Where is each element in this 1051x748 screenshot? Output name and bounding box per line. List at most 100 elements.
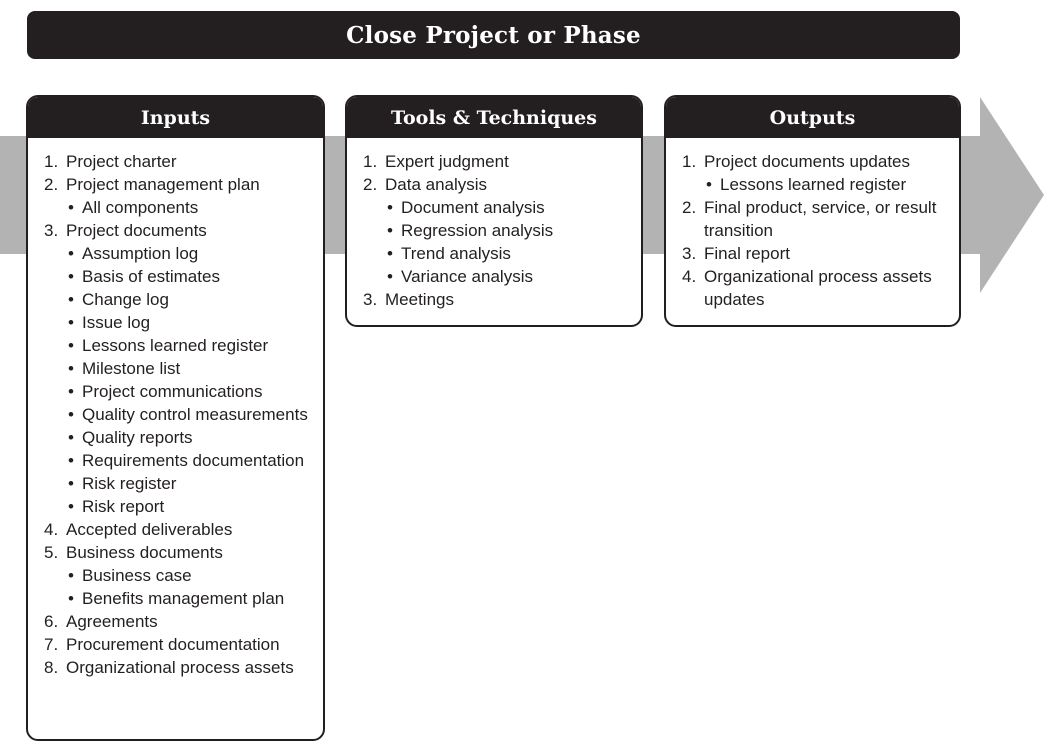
list-item-number: 6. <box>44 612 59 631</box>
bullet-icon: • <box>387 244 393 263</box>
inputs-panel-title: Inputs <box>140 106 211 129</box>
sub-list-item: • Requirements documentation <box>44 449 315 472</box>
list-item-number: 7. <box>44 635 59 654</box>
list-item-text: Accepted deliverables <box>66 520 233 539</box>
list-item-text: Meetings <box>385 290 454 309</box>
sub-list-item: • Lessons learned register <box>44 334 315 357</box>
list-item-number: 2. <box>44 175 59 194</box>
list-item-number: 3. <box>363 290 378 309</box>
outputs-list: 1. Project documents updates • Lessons lear… <box>666 138 959 319</box>
sub-list-item: • Regression analysis <box>363 219 633 242</box>
list-item-text: Agreements <box>66 612 158 631</box>
sub-list-item: • Risk report <box>44 495 315 518</box>
sub-list-item-text: Change log <box>82 290 169 309</box>
sub-list-item-text: Risk report <box>82 497 165 516</box>
sub-list-item: • Benefits management plan <box>44 587 315 610</box>
sub-list-item: • Lessons learned register <box>682 173 951 196</box>
bullet-icon: • <box>68 359 74 378</box>
tools-techniques-panel-header: Tools & Techniques <box>347 97 641 138</box>
list-item-number: 4. <box>682 267 697 286</box>
list-item-text: Procurement documentation <box>66 635 280 654</box>
bullet-icon: • <box>68 566 74 585</box>
list-item-text: Final product, service, or result transi… <box>704 198 937 240</box>
sub-list-item: • Project communications <box>44 380 315 403</box>
sub-list-item-text: Requirements documentation <box>82 451 305 470</box>
list-item-text: Organizational process assets <box>66 658 294 677</box>
list-item-number: 4. <box>44 520 59 539</box>
list-item-text: Project management plan <box>66 175 260 194</box>
sub-list-item-text: Benefits management plan <box>82 589 285 608</box>
sub-list-item: • Quality reports <box>44 426 315 449</box>
sub-list-item: • Milestone list <box>44 357 315 380</box>
sub-list-item: • Variance analysis <box>363 265 633 288</box>
title-bar: Close Project or Phase <box>27 11 960 59</box>
list-item-text: Organizational process assets updates <box>704 267 932 309</box>
list-item: 4. Organizational process assets updates <box>682 265 951 311</box>
list-item-number: 3. <box>682 244 697 263</box>
list-item-number: 2. <box>363 175 378 194</box>
list-item-number: 8. <box>44 658 59 677</box>
outputs-panel: Outputs 1. Project documents updates • Less… <box>664 95 961 327</box>
sub-list-item-text: Basis of estimates <box>82 267 220 286</box>
sub-list-item: • Quality control measurements <box>44 403 315 426</box>
list-item-text: Data analysis <box>385 175 488 194</box>
sub-list-item-text: Lessons learned register <box>82 336 269 355</box>
sub-list-item-text: Issue log <box>82 313 151 332</box>
bullet-icon: • <box>68 451 74 470</box>
bullet-icon: • <box>68 405 74 424</box>
sub-list-item: • Change log <box>44 288 315 311</box>
inputs-panel: Inputs 1. Project charter 2. Project manage… <box>26 95 325 741</box>
tools-techniques-panel: Tools & Techniques 1. Expert judgment 2. Da… <box>345 95 643 327</box>
page-title: Close Project or Phase <box>346 21 641 49</box>
sub-list-item-text: Risk register <box>82 474 177 493</box>
bullet-icon: • <box>68 267 74 286</box>
sub-list-item: • Risk register <box>44 472 315 495</box>
list-item-number: 5. <box>44 543 59 562</box>
list-item-number: 1. <box>363 152 378 171</box>
sub-list-item-text: Business case <box>82 566 192 585</box>
bullet-icon: • <box>68 497 74 516</box>
sub-list-item-text: Milestone list <box>82 359 181 378</box>
list-item-text: Expert judgment <box>385 152 509 171</box>
list-item: 1. Project charter <box>44 150 315 173</box>
sub-list-item: • Trend analysis <box>363 242 633 265</box>
list-item: 4. Accepted deliverables <box>44 518 315 541</box>
list-item-text: Project documents updates <box>704 152 911 171</box>
list-item: 7. Procurement documentation <box>44 633 315 656</box>
sub-list-item: • Business case <box>44 564 315 587</box>
outputs-panel-header: Outputs <box>666 97 959 138</box>
list-item: 3. Final report <box>682 242 951 265</box>
list-item: 2. Project management plan <box>44 173 315 196</box>
sub-list-item: • Assumption log <box>44 242 315 265</box>
bullet-icon: • <box>68 336 74 355</box>
bullet-icon: • <box>68 382 74 401</box>
bullet-icon: • <box>68 589 74 608</box>
list-item: 5. Business documents <box>44 541 315 564</box>
sub-list-item-text: Trend analysis <box>401 244 511 263</box>
list-item-number: 1. <box>44 152 59 171</box>
list-item: 1. Project documents updates <box>682 150 951 173</box>
bullet-icon: • <box>706 175 712 194</box>
list-item: 8. Organizational process assets <box>44 656 315 679</box>
list-item: 6. Agreements <box>44 610 315 633</box>
bullet-icon: • <box>387 221 393 240</box>
sub-list-item-text: Assumption log <box>82 244 199 263</box>
list-item-text: Project charter <box>66 152 177 171</box>
sub-list-item-text: All components <box>82 198 199 217</box>
sub-list-item: • Issue log <box>44 311 315 334</box>
outputs-panel-title: Outputs <box>769 106 856 129</box>
list-item-number: 1. <box>682 152 697 171</box>
sub-list-item: • Basis of estimates <box>44 265 315 288</box>
bullet-icon: • <box>387 198 393 217</box>
sub-list-item-text: Regression analysis <box>401 221 554 240</box>
list-item-text: Project documents <box>66 221 207 240</box>
inputs-panel-header: Inputs <box>28 97 323 138</box>
bullet-icon: • <box>68 428 74 447</box>
bullet-icon: • <box>68 474 74 493</box>
list-item: 1. Expert judgment <box>363 150 633 173</box>
bullet-icon: • <box>68 313 74 332</box>
bullet-icon: • <box>68 290 74 309</box>
list-item: 2. Data analysis <box>363 173 633 196</box>
sub-list-item-text: Document analysis <box>401 198 545 217</box>
sub-list-item-text: Project communications <box>82 382 263 401</box>
